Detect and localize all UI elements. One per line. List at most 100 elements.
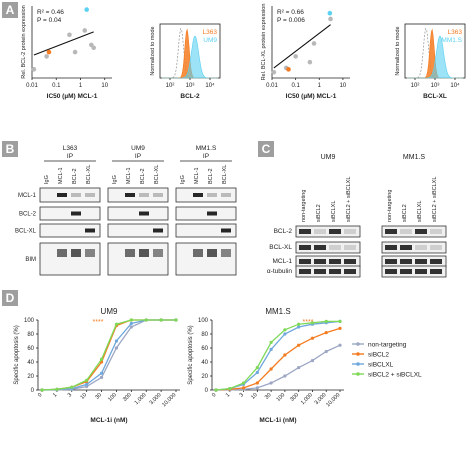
apoptosis-mm1s-series-point — [297, 366, 301, 370]
apoptosis-mm1s-series-point — [283, 332, 287, 336]
blot-c-band — [415, 245, 427, 250]
hist-bcl2-y-axis-label: Normalized to mode — [150, 26, 156, 75]
apoptosis-mm1s-series-point — [255, 381, 259, 385]
apoptosis-mm1s-x-tick-label: 3 — [239, 392, 245, 398]
legend-swatch-point — [356, 352, 360, 356]
legend-swatch-point — [356, 372, 360, 376]
blot-b-strip — [39, 187, 101, 203]
blot-b-strip — [107, 206, 169, 221]
scatter-bclxl-point — [311, 41, 317, 46]
scatter-bclxl-point — [307, 59, 313, 65]
apoptosis-mm1s-series-point — [310, 359, 315, 363]
apoptosis-um9-x-axis-label: MCL-1i (nM) — [90, 417, 127, 424]
blot-b-band — [125, 193, 135, 197]
blot-b-band — [139, 193, 149, 197]
blot-c-strip — [381, 225, 447, 238]
apoptosis-um9-series-point — [70, 385, 74, 389]
apoptosis-um9-series-point — [99, 375, 104, 379]
scatter-bcl2-x-tick-label: 0.01 — [26, 83, 38, 89]
blot-c-row-label: MCL-1 — [272, 258, 292, 265]
hist-bcl2-legend-line: UM9 — [203, 37, 217, 44]
legend-label: siBCL2 — [368, 352, 389, 359]
blot-b-group-title: L363 — [63, 145, 78, 152]
blot-c-band — [415, 269, 427, 274]
apoptosis-mm1s-y-tick-label: 0 — [205, 388, 209, 394]
apoptosis-um9-x-tick-label: 30 — [94, 392, 103, 401]
blot-b-band — [125, 249, 135, 257]
apoptosis-um9-series-line — [42, 319, 176, 391]
blot-c-band — [299, 245, 311, 250]
apoptosis-mm1s-x-tick-label: 1,000 — [300, 392, 314, 406]
blot-c-band — [299, 229, 311, 234]
legend-label: siBCLXL — [368, 362, 394, 369]
apoptosis-um9-x-tick-label: 1 — [52, 392, 58, 398]
blot-b-group-title: MM1.S — [196, 145, 217, 152]
blot-b-lane-label: IgG — [180, 175, 186, 184]
hist-bclxl-x-tick-label: 10⁴ — [450, 82, 460, 89]
apoptosis-um9-series-line — [41, 319, 176, 391]
apoptosis-mm1s-series-point — [297, 343, 301, 347]
scatter-bclxl-point — [286, 67, 291, 72]
blot-c-strip — [295, 225, 361, 238]
blot-b-group-sub: IP — [135, 153, 141, 160]
apoptosis-mm1s-series-point — [324, 331, 328, 335]
blot-c-band — [400, 229, 412, 234]
apoptosis-mm1s-x-tick-label: 10 — [250, 392, 259, 401]
apoptosis-mm1s-series-point — [255, 386, 259, 390]
apoptosis-mm1s-x-tick-label: 100 — [276, 392, 287, 403]
blot-b-strip — [39, 223, 101, 238]
scatter-bcl2-r2: R² = 0.46 — [37, 9, 64, 16]
apoptosis-mm1s-series-point — [241, 381, 246, 385]
apoptosis-um9-x-tick-label: 3 — [67, 392, 73, 398]
apoptosis-um9-title: UM9 — [101, 307, 118, 316]
blot-c-band — [329, 269, 341, 274]
blot-b-strip — [39, 242, 101, 276]
blot-b-lane-label: IgG — [112, 175, 118, 184]
blot-c-band — [314, 269, 326, 274]
apoptosis-mm1s-x-tick-label: 300 — [289, 392, 300, 403]
blot-c-lane-label: siBCLXL — [331, 201, 337, 222]
blot-b-strip — [107, 187, 169, 203]
apoptosis-mm1s-series-point — [338, 326, 342, 330]
blot-b-row-label: BCL-XL — [15, 229, 37, 235]
blot-b-band — [139, 211, 149, 216]
blot-c-band — [400, 259, 412, 264]
hist-bclxl-y-axis-label: Normalized to mode — [395, 26, 401, 75]
blot-b-band — [221, 249, 231, 257]
blot-b-strip — [175, 223, 237, 238]
blot-b-band — [85, 228, 95, 233]
apoptosis-mm1s-y-tick-label: 80 — [201, 332, 208, 338]
legend-swatch-point — [356, 362, 360, 366]
scatter-bclxl-x-tick-label: 0.1 — [291, 83, 300, 89]
apoptosis-um9-series-point — [85, 378, 89, 382]
scatter-bcl2-point — [91, 45, 96, 51]
apoptosis-mm1s-series-point — [269, 367, 273, 371]
blot-c-band — [299, 269, 311, 274]
scatter-bclxl-p-value: P = 0.006 — [277, 17, 305, 24]
blot-b-lane-label: MCL-1 — [194, 167, 200, 184]
blot-b-row-label: BCL-2 — [19, 212, 37, 218]
apoptosis-mm1s-series-point — [255, 370, 259, 375]
apoptosis-um9-series-point — [40, 388, 44, 392]
hist-bcl2-x-tick-label: 10⁴ — [205, 82, 215, 89]
blot-b-band — [207, 211, 217, 216]
apoptosis-mm1s-series-point — [214, 388, 218, 392]
blot-c-band — [314, 229, 326, 234]
scatter-bcl2-point — [82, 28, 88, 33]
apoptosis-um9-series-point — [99, 357, 104, 361]
apoptosis-mm1s-y-tick-label: 20 — [201, 374, 208, 380]
blot-c-strip — [295, 241, 361, 254]
blot-b-row-label: MCL-1 — [18, 193, 37, 199]
blot-b-group-sub: IP — [67, 153, 73, 160]
apoptosis-mm1s-series-line — [216, 344, 341, 391]
hist-bclxl-line-histogram — [407, 35, 463, 79]
apoptosis-um9-series-line — [41, 319, 176, 391]
blot-c-band — [430, 269, 442, 274]
blot-c-strip — [381, 241, 447, 254]
blot-c-band — [344, 259, 356, 264]
scatter-bclxl-y-axis-label: Rel. BCL-XL protein expression — [261, 4, 267, 81]
hist-bcl2-x-tick-label: 10² — [166, 83, 175, 89]
apoptosis-um9-series-point — [85, 382, 89, 386]
scatter-bcl2-x-tick-label: 1 — [79, 83, 83, 89]
